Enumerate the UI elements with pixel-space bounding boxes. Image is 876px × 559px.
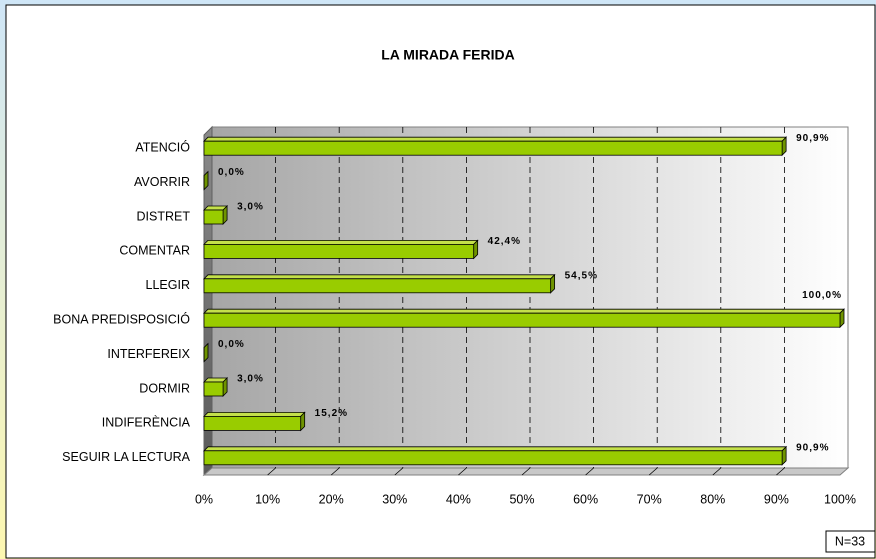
bar [203, 278, 552, 294]
bar-top [203, 411, 306, 417]
y-tick-label: BONA PREDISPOSICIÓ [53, 311, 190, 326]
y-tick-label: LLEGIR [146, 278, 190, 292]
bar [203, 450, 783, 466]
grid-line-floor [712, 467, 722, 476]
grid-line-floor [394, 467, 404, 476]
bar [203, 312, 841, 328]
grid-line-floor [267, 467, 276, 476]
bar [203, 415, 302, 431]
x-tick-label: 20% [319, 492, 344, 506]
value-label: 90,9% [796, 133, 829, 144]
bar-top [203, 136, 788, 142]
value-label: 90,9% [796, 442, 829, 453]
bar [203, 381, 224, 397]
y-tick-label: DISTRET [137, 209, 191, 223]
y-tick-label: SEGUIR LA LECTURA [62, 450, 190, 464]
value-label: 3,0% [237, 202, 264, 213]
value-label: 100,0% [802, 290, 842, 301]
y-tick-label: DORMIR [139, 381, 190, 395]
x-tick-label: 40% [446, 492, 471, 506]
bar-top [203, 239, 479, 245]
bar-top [203, 274, 556, 280]
x-tick-label: 60% [573, 492, 598, 506]
grid-line-floor [585, 467, 594, 476]
value-label: 3,0% [237, 374, 264, 385]
grid-line-floor [648, 467, 658, 476]
x-tick-label: 100% [824, 492, 856, 506]
bar [203, 243, 475, 259]
grid-line-floor [458, 467, 467, 476]
chart-title: LA MIRADA FERIDA [381, 47, 515, 63]
value-label: 0,0% [218, 167, 245, 178]
bar [203, 209, 224, 225]
grid-line-floor [776, 467, 785, 476]
annotation-box [825, 530, 876, 553]
value-label: 15,2% [315, 408, 348, 419]
x-tick-label: 70% [637, 492, 662, 506]
y-tick-label: INDIFERÈNCIA [102, 415, 191, 430]
x-tick-label: 80% [700, 492, 725, 506]
x-tick-label: 10% [255, 492, 280, 506]
y-tick-label: ATENCIÓ [135, 139, 190, 154]
y-tick-label: AVORRIR [134, 175, 190, 189]
x-tick-label: 90% [764, 492, 789, 506]
bar-top [203, 308, 845, 314]
grid-line-floor [330, 467, 340, 476]
bar [203, 140, 783, 156]
grid-line-floor [521, 467, 531, 476]
value-label: 0,0% [218, 339, 245, 350]
x-tick-label: 30% [382, 492, 407, 506]
annotation: N=33 [835, 534, 865, 548]
value-label: 42,4% [488, 236, 521, 247]
y-tick-label: COMENTAR [119, 244, 190, 258]
x-tick-label: 50% [509, 492, 534, 506]
value-label: 54,5% [565, 270, 598, 281]
y-tick-label: INTERFEREIX [107, 347, 190, 361]
x-tick-label: 0% [195, 492, 213, 506]
bar-top [203, 446, 788, 452]
